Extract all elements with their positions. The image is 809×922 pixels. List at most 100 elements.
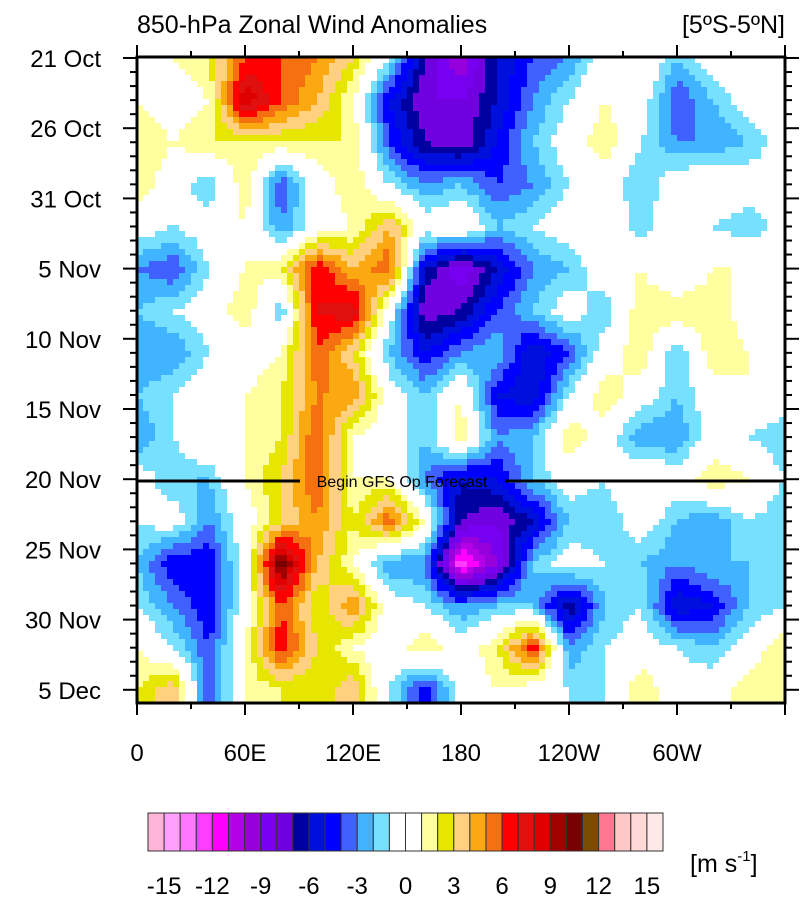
- heatmap-cell: [551, 165, 558, 172]
- heatmap-cell: [281, 195, 288, 202]
- heatmap-cell: [425, 243, 432, 250]
- heatmap-cell: [479, 189, 486, 196]
- heatmap-cell: [419, 135, 426, 142]
- heatmap-cell: [731, 225, 738, 232]
- heatmap-cell: [773, 309, 780, 316]
- heatmap-cell: [257, 327, 264, 334]
- heatmap-cell: [683, 135, 690, 142]
- heatmap-cell: [461, 63, 468, 70]
- heatmap-cell: [761, 249, 768, 256]
- heatmap-cell: [437, 285, 444, 292]
- heatmap-cell: [617, 123, 624, 130]
- heatmap-cell: [311, 315, 318, 322]
- heatmap-cell: [671, 189, 678, 196]
- heatmap-cell: [257, 237, 264, 244]
- heatmap-cell: [293, 249, 300, 256]
- heatmap-cell: [239, 123, 246, 130]
- heatmap-cell: [149, 213, 156, 220]
- heatmap-cell: [761, 315, 768, 322]
- heatmap-cell: [293, 171, 300, 178]
- heatmap-cell: [749, 273, 756, 280]
- heatmap-cell: [401, 63, 408, 70]
- heatmap-cell: [257, 105, 264, 112]
- heatmap-cell: [509, 69, 516, 76]
- heatmap-cell: [329, 303, 336, 310]
- heatmap-cell: [443, 249, 450, 256]
- heatmap-cell: [287, 63, 294, 70]
- heatmap-cell: [173, 105, 180, 112]
- heatmap-cell: [161, 219, 168, 226]
- heatmap-cell: [743, 81, 750, 88]
- heatmap-cell: [359, 315, 366, 322]
- heatmap-cell: [437, 297, 444, 304]
- heatmap-cell: [629, 249, 636, 256]
- heatmap-cell: [251, 237, 258, 244]
- heatmap-cell: [761, 147, 768, 154]
- heatmap-cell: [377, 159, 384, 166]
- heatmap-cell: [377, 309, 384, 316]
- heatmap-cell: [575, 195, 582, 202]
- heatmap-cell: [455, 153, 462, 160]
- heatmap-cell: [605, 141, 612, 148]
- heatmap-cell: [413, 117, 420, 124]
- heatmap-cell: [431, 87, 438, 94]
- heatmap-cell: [395, 273, 402, 280]
- heatmap-cell: [449, 165, 456, 172]
- heatmap-cell: [737, 267, 744, 274]
- heatmap-cell: [269, 195, 276, 202]
- heatmap-cell: [275, 327, 282, 334]
- heatmap-cell: [647, 309, 654, 316]
- heatmap-cell: [233, 63, 240, 70]
- heatmap-cell: [221, 177, 228, 184]
- heatmap-cell: [617, 63, 624, 70]
- heatmap-cell: [329, 87, 336, 94]
- heatmap-cell: [203, 303, 210, 310]
- heatmap-cell: [683, 105, 690, 112]
- heatmap-cell: [323, 273, 330, 280]
- heatmap-cell: [749, 255, 756, 262]
- heatmap-cell: [731, 237, 738, 244]
- heatmap-cell: [725, 327, 732, 334]
- heatmap-cell: [437, 195, 444, 202]
- heatmap-cell: [329, 147, 336, 154]
- heatmap-cell: [317, 99, 324, 106]
- heatmap-cell: [599, 141, 606, 148]
- heatmap-cell: [629, 261, 636, 268]
- heatmap-cell: [659, 321, 666, 328]
- heatmap-cell: [305, 231, 312, 238]
- heatmap-cell: [569, 189, 576, 196]
- heatmap-cell: [323, 159, 330, 166]
- heatmap-cell: [365, 327, 372, 334]
- heatmap-cell: [629, 99, 636, 106]
- heatmap-cell: [779, 213, 786, 220]
- heatmap-cell: [497, 57, 504, 64]
- heatmap-cell: [605, 195, 612, 202]
- heatmap-cell: [743, 159, 750, 166]
- heatmap-cell: [383, 81, 390, 88]
- heatmap-cell: [641, 237, 648, 244]
- heatmap-cell: [155, 279, 162, 286]
- heatmap-cell: [611, 309, 618, 316]
- heatmap-cell: [713, 225, 720, 232]
- heatmap-cell: [701, 255, 708, 262]
- heatmap-cell: [257, 249, 264, 256]
- heatmap-cell: [425, 117, 432, 124]
- heatmap-cell: [749, 63, 756, 70]
- heatmap-cell: [623, 189, 630, 196]
- heatmap-cell: [179, 153, 186, 160]
- heatmap-cell: [527, 195, 534, 202]
- heatmap-cell: [725, 183, 732, 190]
- heatmap-cell: [395, 81, 402, 88]
- heatmap-cell: [281, 261, 288, 268]
- heatmap-cell: [677, 327, 684, 334]
- heatmap-cell: [317, 309, 324, 316]
- heatmap-cell: [545, 75, 552, 82]
- heatmap-cell: [185, 201, 192, 208]
- heatmap-cell: [383, 297, 390, 304]
- heatmap-cell: [563, 303, 570, 310]
- heatmap-cell: [587, 141, 594, 148]
- heatmap-cell: [665, 285, 672, 292]
- heatmap-cell: [293, 309, 300, 316]
- heatmap-cell: [677, 75, 684, 82]
- heatmap-cell: [653, 291, 660, 298]
